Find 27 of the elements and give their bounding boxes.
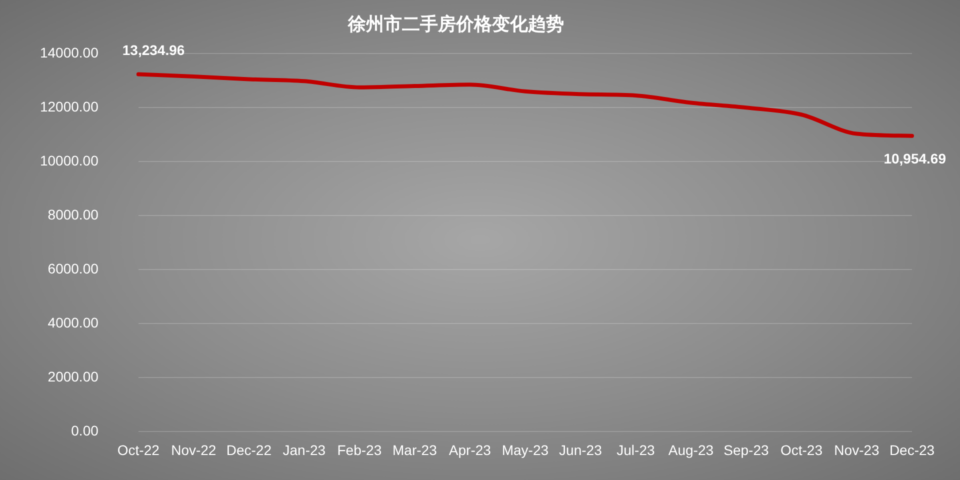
x-tick-label: Mar-23 bbox=[392, 442, 438, 458]
y-tick-label: 6000.00 bbox=[48, 260, 99, 276]
x-tick-label: Nov-22 bbox=[171, 442, 216, 458]
x-tick-label: Dec-22 bbox=[226, 442, 272, 458]
y-tick-label: 4000.00 bbox=[48, 314, 99, 330]
x-tick-label: Feb-23 bbox=[337, 442, 382, 458]
x-tick-label: Jan-23 bbox=[282, 442, 326, 458]
data-label: 10,954.69 bbox=[884, 150, 946, 167]
x-tick-label: Jun-23 bbox=[559, 442, 602, 458]
y-tick-label: 10000.00 bbox=[40, 152, 99, 168]
x-tick-label: Sep-23 bbox=[724, 442, 770, 458]
y-tick-label: 8000.00 bbox=[48, 206, 99, 222]
y-tick-label: 2000.00 bbox=[48, 368, 99, 384]
x-tick-label: May-23 bbox=[502, 442, 549, 458]
x-tick-label: Aug-23 bbox=[668, 442, 714, 458]
x-tick-label: Apr-23 bbox=[448, 442, 492, 458]
y-tick-label: 14000.00 bbox=[40, 44, 99, 60]
chart-title: 徐州市二手房价格变化趋势 bbox=[347, 14, 564, 34]
x-tick-label: Nov-23 bbox=[834, 442, 880, 458]
x-tick-label: Oct-22 bbox=[117, 442, 160, 458]
line-series bbox=[136, 72, 914, 138]
data-label: 13,234.96 bbox=[122, 42, 185, 58]
x-tick-label: Jul-23 bbox=[616, 442, 655, 458]
x-tick-label: Oct-23 bbox=[780, 442, 823, 458]
x-tick-label: Dec-23 bbox=[889, 442, 935, 458]
y-tick-label: 12000.00 bbox=[40, 98, 99, 114]
y-tick-label: 0.00 bbox=[71, 422, 99, 438]
